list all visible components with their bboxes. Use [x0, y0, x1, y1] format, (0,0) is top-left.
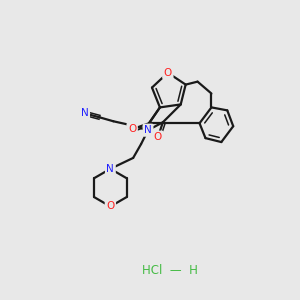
Text: N: N: [144, 125, 152, 135]
Text: N: N: [81, 108, 88, 118]
Text: O: O: [154, 132, 162, 142]
Text: O: O: [106, 202, 115, 212]
Text: O: O: [164, 68, 172, 78]
Text: HCl  —  H: HCl — H: [142, 264, 198, 278]
Text: O: O: [128, 124, 136, 134]
Text: N: N: [106, 164, 114, 174]
